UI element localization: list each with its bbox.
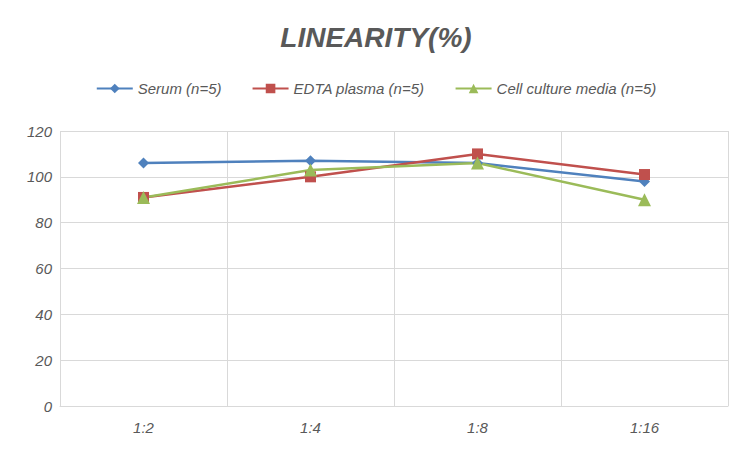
svg-text:80: 80 [35,214,52,231]
svg-text:LINEARITY(%): LINEARITY(%) [280,22,471,53]
svg-text:60: 60 [35,260,52,277]
svg-text:1:8: 1:8 [467,419,489,436]
svg-text:100: 100 [27,168,53,185]
svg-text:Cell culture media (n=5): Cell culture media (n=5) [497,80,657,97]
svg-text:40: 40 [35,306,52,323]
svg-text:0: 0 [44,398,53,415]
svg-text:20: 20 [34,352,52,369]
svg-text:1:16: 1:16 [630,419,660,436]
svg-text:1:2: 1:2 [133,419,155,436]
svg-text:120: 120 [27,123,53,140]
svg-text:1:4: 1:4 [300,419,321,436]
svg-text:Serum (n=5): Serum (n=5) [138,80,222,97]
svg-text:EDTA plasma (n=5): EDTA plasma (n=5) [294,80,424,97]
